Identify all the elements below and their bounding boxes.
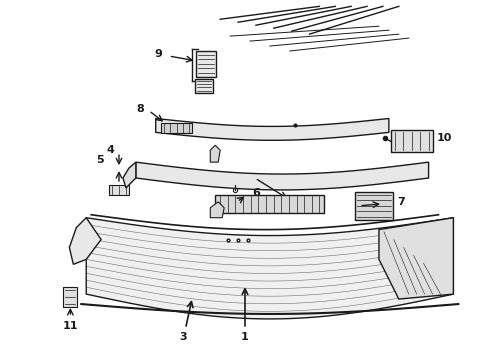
Text: 5: 5 [97, 155, 104, 165]
Polygon shape [156, 118, 389, 140]
Text: 3: 3 [180, 332, 187, 342]
Bar [196, 51, 216, 77]
Polygon shape [210, 202, 224, 218]
Polygon shape [379, 218, 453, 299]
Bar [391, 130, 433, 152]
Bar [161, 123, 193, 133]
Text: 2: 2 [294, 197, 302, 207]
Polygon shape [210, 145, 220, 162]
Polygon shape [86, 218, 453, 319]
Text: 8: 8 [136, 104, 144, 113]
Polygon shape [70, 218, 101, 264]
Bar [215, 195, 324, 213]
Bar [109, 185, 129, 195]
Polygon shape [136, 162, 429, 190]
Text: 11: 11 [63, 321, 78, 331]
Polygon shape [123, 162, 136, 188]
Text: 1: 1 [241, 332, 249, 342]
Bar [63, 287, 77, 307]
Text: 9: 9 [155, 49, 163, 59]
Text: 4: 4 [106, 145, 114, 155]
Text: 6: 6 [252, 188, 260, 198]
Bar [196, 79, 213, 93]
Text: 10: 10 [437, 133, 452, 143]
Bar [355, 192, 393, 220]
Text: 7: 7 [397, 197, 405, 207]
